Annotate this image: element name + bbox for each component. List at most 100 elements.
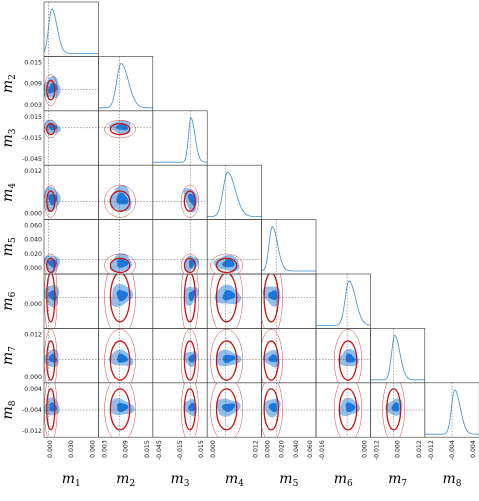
reference-contour-inner xyxy=(109,257,131,274)
panel-frame xyxy=(152,273,208,329)
reference-contour-outer xyxy=(261,328,283,383)
y-tick-label: 0.009 xyxy=(24,81,42,88)
reference-contour-outer xyxy=(44,382,58,438)
panel-m8-vs-m1 xyxy=(43,382,99,438)
reference-contour-inner xyxy=(109,190,131,212)
reference-contour-inner xyxy=(183,190,196,212)
y-axis-label-m3: m3 xyxy=(0,128,18,147)
y-tick-label: -0.004 xyxy=(22,407,42,414)
marginal-m4 xyxy=(206,164,262,220)
panel-m3-vs-m1 xyxy=(43,110,99,166)
marginal-curve xyxy=(152,116,208,163)
y-tick-label: 0.040 xyxy=(24,237,42,244)
y-axis-label-m4: m4 xyxy=(0,183,18,202)
y-axis-label-m2: m2 xyxy=(0,74,18,93)
x-tick-label: 0.000 xyxy=(210,440,217,458)
x-tick-label: 0.012 xyxy=(253,440,260,458)
y-tick-label: 0.003 xyxy=(24,102,42,109)
reference-contour-outer xyxy=(104,253,136,275)
panel-frame xyxy=(152,164,208,220)
panel-m8-vs-m3 xyxy=(152,382,208,438)
reference-contour-outer xyxy=(210,382,243,438)
panel-m8-vs-m2 xyxy=(98,382,154,438)
panel-m6-vs-m5 xyxy=(261,273,317,329)
reference-contour-inner xyxy=(46,190,56,212)
x-axis-label-m5: m5 xyxy=(279,471,298,489)
y-axis-label-m6: m6 xyxy=(0,291,18,310)
y-tick-label: 0.000 xyxy=(24,211,42,218)
panel-frame xyxy=(98,110,154,166)
y-tick-label: 0.000 xyxy=(24,265,42,272)
panel-m7-vs-m6 xyxy=(315,328,371,384)
contour-inner xyxy=(391,402,400,412)
contour-inner xyxy=(223,354,236,363)
x-axis-label-m6: m6 xyxy=(334,471,353,489)
reference-contour-outer xyxy=(382,382,405,438)
reference-contour-inner xyxy=(386,388,402,431)
panel-m7-vs-m2 xyxy=(98,328,154,384)
y-tick-label: 0.000 xyxy=(24,374,42,381)
panel-frame xyxy=(206,164,262,220)
contour-inner xyxy=(115,123,128,131)
y-tick-label: 0.000 xyxy=(24,301,42,308)
reference-contour-inner xyxy=(109,123,131,136)
panel-m3-vs-m2 xyxy=(98,110,154,166)
reference-contour-outer xyxy=(104,328,136,383)
x-tick-label: -0.015 xyxy=(177,440,184,460)
reference-contour-inner xyxy=(183,340,196,381)
x-tick-label: -0.012 xyxy=(373,440,380,460)
y-axis-label-m5: m5 xyxy=(0,237,18,256)
x-tick-label: -0.016 xyxy=(319,440,326,460)
panel-m5-vs-m4 xyxy=(206,219,262,275)
x-tick-label: 0.009 xyxy=(123,440,130,458)
reference-contour-inner xyxy=(109,340,131,381)
panel-m5-vs-m1 xyxy=(43,219,99,275)
y-tick-label: 0.004 xyxy=(24,386,42,393)
reference-contour-inner xyxy=(109,388,131,431)
panel-frame xyxy=(315,273,371,329)
y-tick-label: 0.020 xyxy=(24,251,42,258)
reference-contour-outer xyxy=(333,382,363,438)
panel-m6-vs-m4 xyxy=(206,273,262,329)
reference-contour-outer xyxy=(44,328,58,383)
reference-contour-inner xyxy=(46,274,56,323)
panel-m6-vs-m3 xyxy=(152,273,208,329)
contour-inner xyxy=(117,258,129,268)
panel-m7-vs-m5 xyxy=(261,328,317,384)
marginal-curve xyxy=(370,334,425,381)
panel-m4-vs-m3 xyxy=(152,164,208,220)
x-tick-label: 0.000 xyxy=(265,440,272,458)
marginal-m5 xyxy=(261,219,317,275)
x-tick-label: 0.015 xyxy=(144,440,151,458)
panel-m7-vs-m3 xyxy=(152,328,208,384)
panel-m8-vs-m6 xyxy=(315,382,371,438)
marginal-curve xyxy=(424,389,479,435)
reference-contour-outer xyxy=(180,253,199,275)
x-axis-label-m8: m8 xyxy=(442,471,461,489)
reference-contour-inner xyxy=(263,388,279,431)
x-tick-label: 0.000 xyxy=(395,440,402,458)
panel-frame xyxy=(98,56,154,112)
x-axis-label-m7: m7 xyxy=(388,471,407,489)
reference-contour-inner xyxy=(46,388,56,431)
contour-inner xyxy=(345,353,356,363)
x-tick-label: -0.012 xyxy=(428,440,435,460)
marginal-m8 xyxy=(424,382,479,438)
reference-contour-outer xyxy=(333,328,363,383)
panel-m6-vs-m2 xyxy=(98,273,154,329)
reference-contour-outer xyxy=(180,184,199,218)
contour-inner xyxy=(188,354,195,363)
panel-frame xyxy=(261,219,317,275)
reference-contour-inner xyxy=(183,257,196,274)
x-tick-label: 0.003 xyxy=(101,440,108,458)
x-axis-label-m2: m2 xyxy=(116,471,135,489)
marginal-curve xyxy=(98,62,153,109)
panel-frame xyxy=(152,219,208,275)
y-tick-label: -0.045 xyxy=(22,156,42,163)
marginal-m2 xyxy=(98,56,154,112)
panel-m4-vs-m1 xyxy=(43,164,99,220)
reference-contour-outer xyxy=(44,74,58,106)
x-tick-label: 0.060 xyxy=(307,440,314,458)
x-tick-label: -0.004 xyxy=(449,440,456,460)
y-tick-label: 0.060 xyxy=(24,223,42,230)
